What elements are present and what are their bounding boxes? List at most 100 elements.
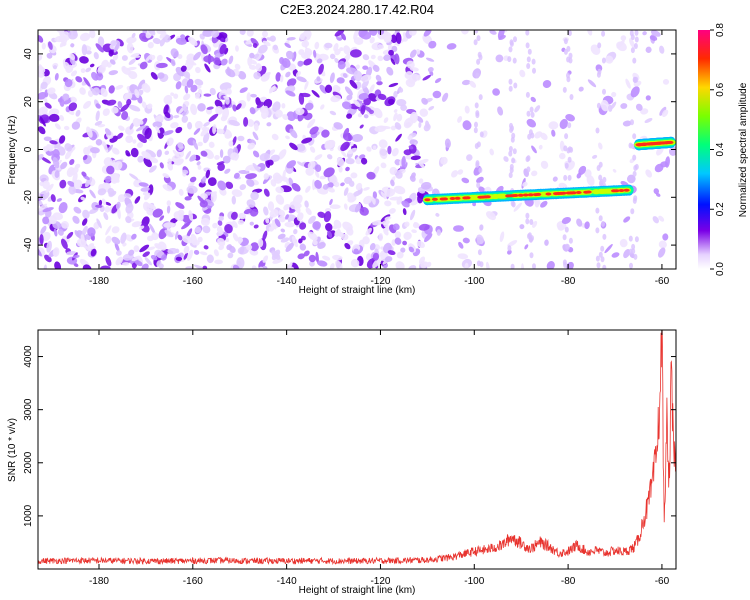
spectrogram-cell (635, 103, 643, 111)
spectrogram-cell (329, 204, 341, 209)
spectrogram-cell (271, 219, 277, 230)
spectrogram-cell (479, 224, 484, 231)
spectrogram-cell (159, 162, 164, 169)
spectrogram-cell (568, 52, 573, 59)
spectrogram-cell (239, 184, 247, 191)
spectrogram-cell (544, 239, 549, 246)
spectrogram-cell (46, 240, 52, 253)
x-tick-label: -80 (561, 576, 576, 587)
spectrogram-cell (351, 133, 363, 143)
spectrogram-cell (206, 106, 214, 110)
spectrogram-cell (388, 98, 395, 105)
spectrogram-cell (52, 247, 60, 257)
spectrogram-cell (277, 233, 286, 240)
spectrogram-cell (125, 203, 134, 214)
spectrogram-cell (634, 36, 639, 43)
spectrogram-cell (284, 42, 292, 48)
spectrogram-cell (69, 158, 75, 166)
spectrogram-cell (616, 39, 625, 49)
colorbar-ticks: 0.8 0.6 0.4 0.2 0.0 (710, 23, 726, 276)
spectrogram-cell (39, 116, 46, 127)
spectrogram-cell (38, 91, 47, 100)
spectrogram-cell (164, 150, 170, 156)
spectrogram-cell (343, 203, 348, 210)
spectrogram-cell (116, 132, 124, 140)
spectrogram-cell (301, 137, 313, 144)
spectrogram-cell (492, 88, 500, 96)
spectrogram-cell (243, 117, 249, 127)
spectrogram-cell (117, 101, 123, 109)
spectrogram-cell (299, 222, 307, 230)
spectrogram-cell (190, 84, 198, 93)
spectrogram-cell (193, 51, 202, 61)
spectrogram-cell (401, 200, 410, 208)
spectrogram-cell (314, 154, 323, 161)
spectrogram-cell (258, 44, 268, 54)
spectrogram-cell (81, 225, 88, 237)
spectrogram-cell (145, 203, 157, 210)
spectrogram-cell (478, 94, 483, 101)
spectrogram-cell (115, 84, 124, 90)
spectrogram-cell (285, 71, 291, 78)
colorbar-tick-label: 0.8 (715, 23, 726, 37)
spectrogram-cell (336, 157, 345, 167)
spectrogram-cell (38, 54, 43, 61)
spectrogram-cell (552, 176, 558, 182)
spectrogram-cell (175, 256, 183, 262)
spectrogram-panel: -180 -160 -140 -120 -100 -80 -60 40 20 0 -20 -40 H… (7, 29, 677, 296)
spectrogram-cell (510, 200, 515, 207)
spectrogram-cell (252, 150, 260, 158)
spectrogram-cell (305, 167, 315, 176)
spectrogram-cell (54, 73, 59, 81)
spectrogram-cell (203, 55, 215, 63)
spectrogram-cell (101, 198, 107, 206)
spectrogram-cell (266, 37, 274, 41)
spectrogram-cell (323, 211, 332, 223)
spectrogram-echo-cell (517, 193, 524, 197)
spectrogram-cell (372, 258, 381, 268)
spectrogram-cell (162, 130, 174, 136)
spectrogram-cell (122, 262, 130, 266)
spectrogram-cell (177, 142, 184, 149)
spectrogram-cell (422, 74, 431, 81)
spectrogram-cell (134, 196, 141, 204)
spectrogram-cell (305, 185, 311, 193)
spectrogram-cell (134, 89, 140, 99)
spectrogram-cell (309, 126, 319, 135)
spectrogram-cell (166, 205, 171, 214)
spectrogram-cell (388, 82, 399, 88)
chart-title: C2E3.2024.280.17.42.R04 (280, 2, 434, 17)
spectrogram-cell (40, 156, 51, 164)
spectrogram-cell (71, 121, 81, 130)
spectrogram-cell (217, 237, 226, 247)
spectrogram-cell (149, 223, 156, 235)
spectrogram-cell (89, 30, 96, 39)
spectrogram-cell (620, 103, 628, 109)
spectrogram-cell (289, 128, 298, 139)
spectrogram-cell (327, 187, 335, 193)
spectrogram-cell (232, 232, 239, 242)
spectrogram-cell (362, 236, 370, 245)
spectrogram-cell (286, 111, 296, 122)
spectrogram-cell (630, 86, 640, 98)
spectrogram-cell (476, 35, 481, 42)
spectrogram-cell (477, 249, 482, 256)
spectrogram-cell (568, 237, 573, 244)
spectrogram-cell (350, 172, 358, 179)
spectrogram-cell (377, 44, 384, 49)
spectrogram-cell (249, 59, 257, 65)
spectrogram-cell (422, 34, 433, 45)
spectrogram-cell (220, 37, 225, 42)
spectrogram-cell (563, 174, 568, 181)
spectrogram-cell (108, 50, 114, 57)
spectrogram-cell (246, 199, 256, 208)
spectrogram-cell (393, 109, 398, 113)
spectrogram-cell (567, 174, 572, 181)
spectrogram-cell (610, 101, 617, 110)
spectrogram-cell (359, 124, 364, 129)
spectrogram-y-ticks: 40 20 0 -20 -40 (23, 48, 676, 252)
spectrogram-cell (497, 30, 505, 40)
spectrogram-echo-cell (623, 188, 630, 192)
spectrogram-cell (82, 154, 88, 161)
spectrogram-cell (84, 176, 93, 188)
